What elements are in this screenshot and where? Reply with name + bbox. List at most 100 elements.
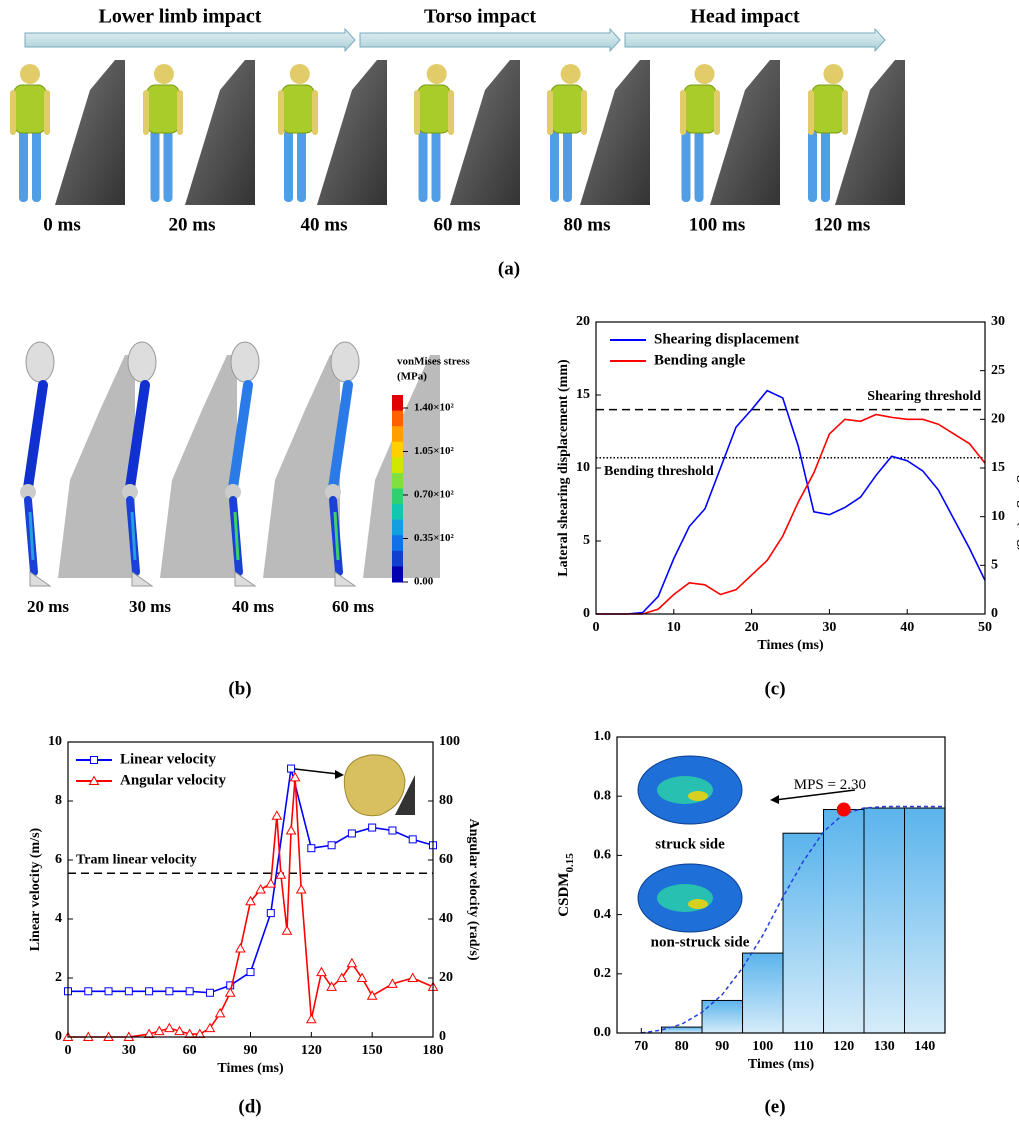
leg — [563, 130, 572, 202]
y-axis-label: Linear velocity (m/s) — [28, 827, 43, 951]
time-label: 40 ms — [232, 597, 274, 616]
arm — [448, 90, 454, 135]
brain-image-detail — [688, 899, 708, 909]
foot — [132, 572, 152, 586]
foot — [235, 572, 255, 586]
threshold-label: Tram linear velocity — [76, 852, 197, 867]
annotation: struck side — [655, 836, 725, 852]
data-point — [288, 765, 295, 772]
y-tick-label: 0.0 — [594, 1025, 612, 1040]
head — [290, 64, 310, 84]
y2-tick-label: 40 — [439, 911, 453, 926]
x-tick-label: 140 — [914, 1039, 935, 1054]
phase-title: Head impact — [690, 6, 800, 28]
leg — [432, 130, 441, 202]
y-tick-label: 4 — [55, 911, 62, 926]
x-tick-label: 20 — [745, 620, 759, 635]
mps-label: MPS = 2.30 — [794, 777, 866, 793]
data-point — [348, 830, 355, 837]
y-tick-label: 1.0 — [594, 729, 612, 744]
leg — [164, 130, 173, 202]
car-front — [55, 60, 125, 205]
colorbar-title: vonMises stress — [397, 356, 471, 368]
data-point — [368, 991, 377, 999]
time-label: 30 ms — [129, 597, 171, 616]
y2-tick-label: 10 — [991, 509, 1005, 524]
time-label: 20 ms — [27, 597, 69, 616]
time-label: 0 ms — [43, 214, 80, 235]
car-front — [710, 60, 780, 205]
arm — [10, 90, 16, 135]
x-tick-label: 60 — [183, 1043, 197, 1058]
y2-axis-label: Angular velocity (rad/s) — [466, 818, 481, 960]
arm — [312, 90, 318, 135]
legend-label: Shearing displacement — [654, 331, 799, 347]
torso — [684, 85, 716, 133]
panel-label: (d) — [238, 1096, 261, 1117]
torso — [812, 85, 844, 133]
brain-image-detail — [657, 776, 713, 804]
data-point — [297, 885, 306, 893]
data-point — [389, 827, 396, 834]
arm — [414, 90, 420, 135]
leg — [808, 130, 817, 202]
torso — [14, 85, 46, 133]
data-point — [347, 959, 356, 967]
torso — [282, 85, 314, 133]
femur — [28, 385, 43, 488]
y-tick-label: 0.8 — [594, 788, 612, 803]
x-axis-label: Times (ms) — [217, 1061, 284, 1076]
panel-label: (e) — [764, 1096, 785, 1117]
data-point — [308, 845, 315, 852]
car-front — [263, 355, 340, 578]
time-label: 120 ms — [814, 214, 870, 235]
data-point — [165, 1024, 174, 1032]
threshold-label: Bending threshold — [604, 464, 714, 479]
data-point — [283, 926, 292, 934]
leg — [682, 130, 691, 202]
phase-arrow — [625, 29, 885, 51]
threshold-label: Shearing threshold — [867, 389, 981, 404]
x-tick-label: 50 — [978, 620, 992, 635]
data-point — [256, 885, 265, 893]
x-tick-label: 70 — [634, 1039, 648, 1054]
data-point — [206, 989, 213, 996]
x-tick-label: 0 — [65, 1043, 72, 1058]
colorbar-label: 0.70×10² — [414, 489, 455, 501]
y-tick-label: 10 — [48, 734, 62, 749]
head — [20, 64, 40, 84]
x-axis-label: Times (ms) — [748, 1057, 815, 1072]
y2-tick-label: 0 — [439, 1029, 446, 1044]
colorbar-cell — [392, 411, 403, 427]
figure: Lower limb impactTorso impactHead impact… — [0, 0, 1019, 1131]
y-tick-label: 8 — [55, 793, 62, 808]
data-point — [276, 870, 285, 878]
annotation: non-struck side — [651, 934, 750, 950]
leg — [284, 130, 293, 202]
y2-tick-label: 15 — [991, 460, 1005, 475]
y2-tick-label: 25 — [991, 363, 1005, 378]
colorbar-cell — [392, 535, 403, 551]
x-tick-label: 150 — [362, 1043, 383, 1058]
y-tick-label: 2 — [55, 970, 62, 985]
y-tick-label: 5 — [583, 533, 590, 548]
bar — [864, 808, 904, 1033]
y-axis-label-sub: 0.15 — [564, 853, 576, 873]
time-label: 40 ms — [301, 214, 348, 235]
arrow — [295, 769, 338, 774]
data-point — [287, 826, 296, 834]
y2-tick-label: 5 — [991, 558, 998, 573]
arm — [581, 90, 587, 135]
pelvis — [231, 342, 259, 382]
arm — [278, 90, 284, 135]
y-axis-label: Lateral shearing displacement (mm) — [556, 359, 571, 577]
pelvis — [26, 342, 54, 382]
head — [154, 64, 174, 84]
line-series — [68, 777, 433, 1037]
time-label: 80 ms — [564, 214, 611, 235]
leg — [550, 130, 559, 202]
bar — [783, 833, 823, 1033]
y-axis-label-main: CSDM — [556, 873, 572, 917]
y2-tick-label: 0 — [991, 606, 998, 621]
y-tick-label: 6 — [55, 852, 62, 867]
